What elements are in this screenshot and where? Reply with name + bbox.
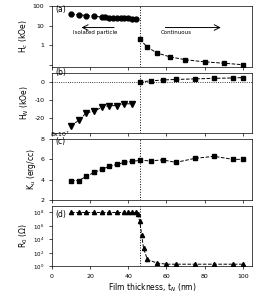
X-axis label: Film thickness, t$_N$ (nm): Film thickness, t$_N$ (nm) — [108, 282, 197, 294]
Y-axis label: R$_0$ ($\Omega$): R$_0$ ($\Omega$) — [18, 224, 30, 248]
Y-axis label: H$_N$ (kOe): H$_N$ (kOe) — [19, 85, 31, 120]
Text: (c): (c) — [56, 137, 66, 146]
Text: 8x10$^7$: 8x10$^7$ — [50, 129, 70, 139]
Text: (a): (a) — [56, 5, 67, 14]
Text: (d): (d) — [56, 210, 67, 219]
Y-axis label: K$_u$ (erg/cc): K$_u$ (erg/cc) — [25, 148, 38, 190]
Text: (b): (b) — [56, 69, 67, 77]
Text: Isolated particle: Isolated particle — [73, 30, 117, 35]
Y-axis label: H$_c$ (kOe): H$_c$ (kOe) — [17, 20, 30, 53]
Text: Continuous: Continuous — [161, 30, 192, 35]
